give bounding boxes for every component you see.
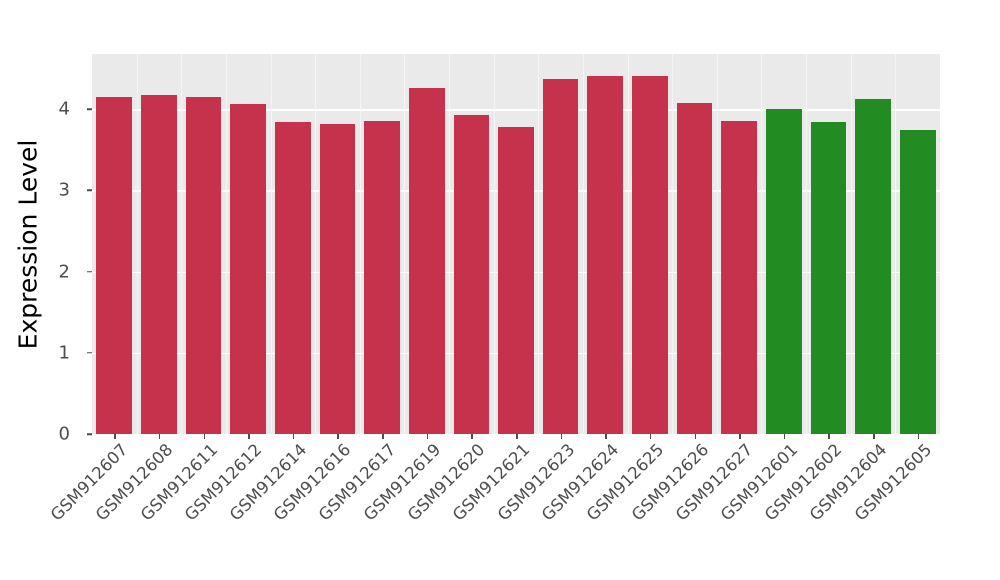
bar[interactable]	[408, 88, 445, 434]
bar[interactable]	[141, 95, 177, 434]
y-axis-tick-mark	[87, 433, 92, 435]
x-axis-tick-mark	[783, 434, 786, 439]
y-axis-tick-mark	[87, 189, 92, 192]
bar[interactable]	[587, 75, 624, 434]
gridline-major-horizontal	[92, 109, 940, 111]
bar[interactable]	[96, 97, 133, 434]
x-axis-tick-mark	[426, 434, 429, 439]
gridline-minor-vertical	[359, 54, 361, 434]
gridline-minor-vertical	[315, 54, 317, 434]
gridline-minor-vertical	[404, 54, 406, 434]
gridline-minor-vertical	[761, 54, 763, 434]
bar[interactable]	[453, 114, 490, 434]
gridline-minor-vertical	[806, 54, 808, 434]
x-axis-tick-mark	[471, 434, 473, 439]
bar[interactable]	[632, 75, 668, 434]
x-axis-tick-mark	[917, 434, 920, 439]
gridline-minor-vertical	[136, 54, 138, 434]
y-axis-tick-mark	[87, 270, 92, 273]
gridline-minor-vertical	[716, 54, 718, 434]
bar[interactable]	[274, 122, 311, 434]
bar[interactable]	[899, 129, 936, 434]
bar[interactable]	[855, 98, 891, 434]
x-axis-tick-marks	[92, 434, 940, 440]
bar[interactable]	[676, 102, 713, 434]
x-axis-tick-mark	[560, 434, 563, 439]
y-axis-tick-labels: 0 1 2 3 4	[52, 0, 92, 580]
gridline-minor-vertical	[850, 54, 852, 434]
x-axis-tick-mark	[203, 434, 206, 439]
y-axis-tick-label: 1	[58, 342, 70, 364]
y-axis-tick-label: 0	[58, 423, 70, 445]
x-axis-tick-labels: GSM912607 GSM912608 GSM912611 GSM912612 GSM9…	[47, 440, 940, 580]
bar[interactable]	[810, 122, 847, 434]
x-axis-tick-mark	[292, 434, 295, 439]
bar[interactable]	[230, 104, 267, 434]
gridline-minor-vertical	[672, 54, 674, 434]
x-axis-tick-mark	[649, 434, 652, 439]
y-axis-tick-mark	[87, 352, 92, 354]
bar[interactable]	[364, 121, 400, 434]
gridline-minor-vertical	[627, 54, 629, 434]
gridline-minor-vertical	[181, 54, 183, 434]
gridline-minor-vertical	[270, 54, 272, 434]
x-axis-tick-mark	[873, 434, 875, 439]
gridline-minor-vertical	[493, 54, 495, 434]
x-axis-tick-mark	[337, 434, 339, 439]
bar[interactable]	[319, 123, 356, 434]
y-axis-title: Expression Level	[0, 0, 56, 488]
bar[interactable]	[185, 97, 222, 434]
gridline-minor-vertical	[225, 54, 227, 434]
gridline-minor-vertical	[582, 54, 584, 434]
x-axis-tick-mark	[248, 434, 250, 439]
y-axis-tick-mark	[87, 108, 92, 110]
x-axis-tick-mark	[114, 434, 116, 439]
gridline-minor-vertical	[449, 54, 451, 434]
y-axis-tick-label: 3	[58, 179, 70, 201]
gridline-minor-vertical	[895, 54, 897, 434]
bar[interactable]	[542, 79, 579, 434]
x-axis-tick-mark	[694, 434, 697, 439]
gridline-minor-vertical	[538, 54, 540, 434]
x-axis-tick-mark	[382, 434, 384, 439]
bar[interactable]	[498, 127, 534, 434]
x-axis-tick-mark	[828, 434, 830, 439]
x-axis-tick-mark	[605, 434, 607, 439]
plot-panel	[92, 54, 940, 434]
y-axis-tick-label: 2	[58, 261, 70, 283]
bar[interactable]	[721, 120, 757, 434]
y-axis-title-text: Expression Level	[13, 139, 43, 349]
x-axis-tick-mark	[158, 434, 161, 439]
bar[interactable]	[765, 109, 802, 434]
x-axis-tick-mark	[516, 434, 518, 439]
x-axis-tick-mark	[739, 434, 741, 439]
y-axis-tick-label: 4	[58, 98, 70, 120]
